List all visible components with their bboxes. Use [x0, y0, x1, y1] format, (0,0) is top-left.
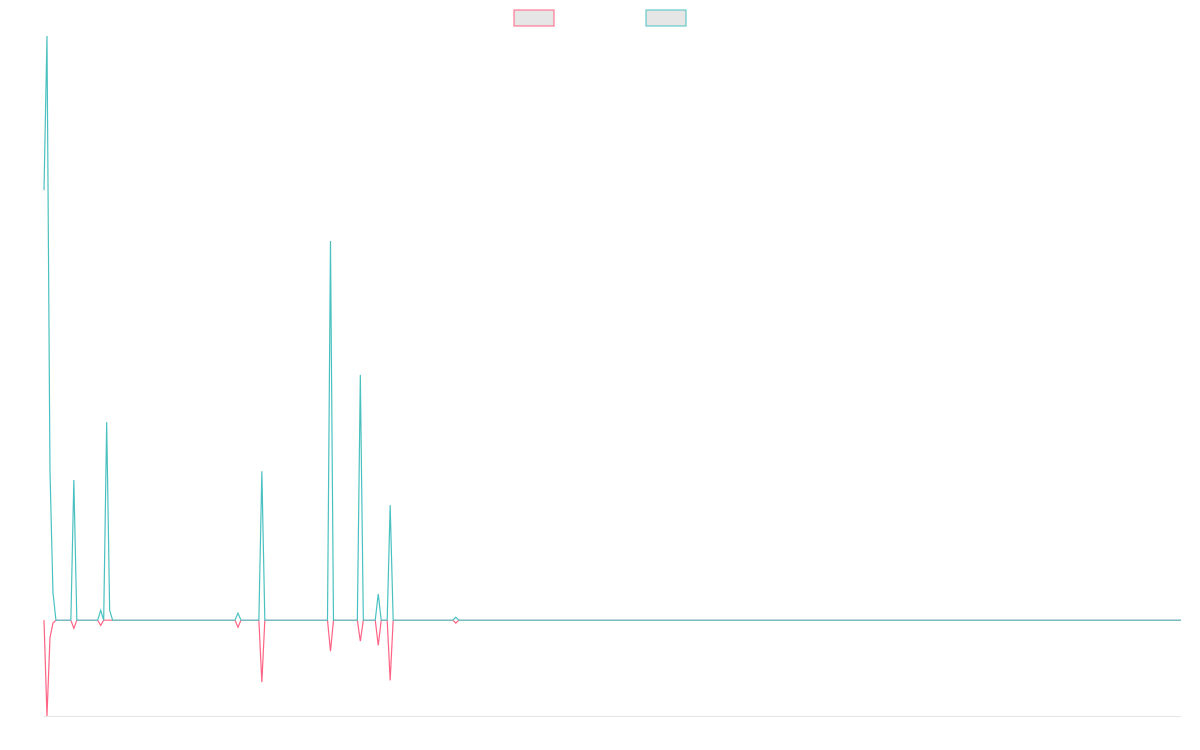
series-line: [43, 619, 1181, 717]
legend-swatch: [645, 9, 687, 27]
legend-swatch: [513, 9, 555, 27]
series-line: [43, 35, 1181, 621]
